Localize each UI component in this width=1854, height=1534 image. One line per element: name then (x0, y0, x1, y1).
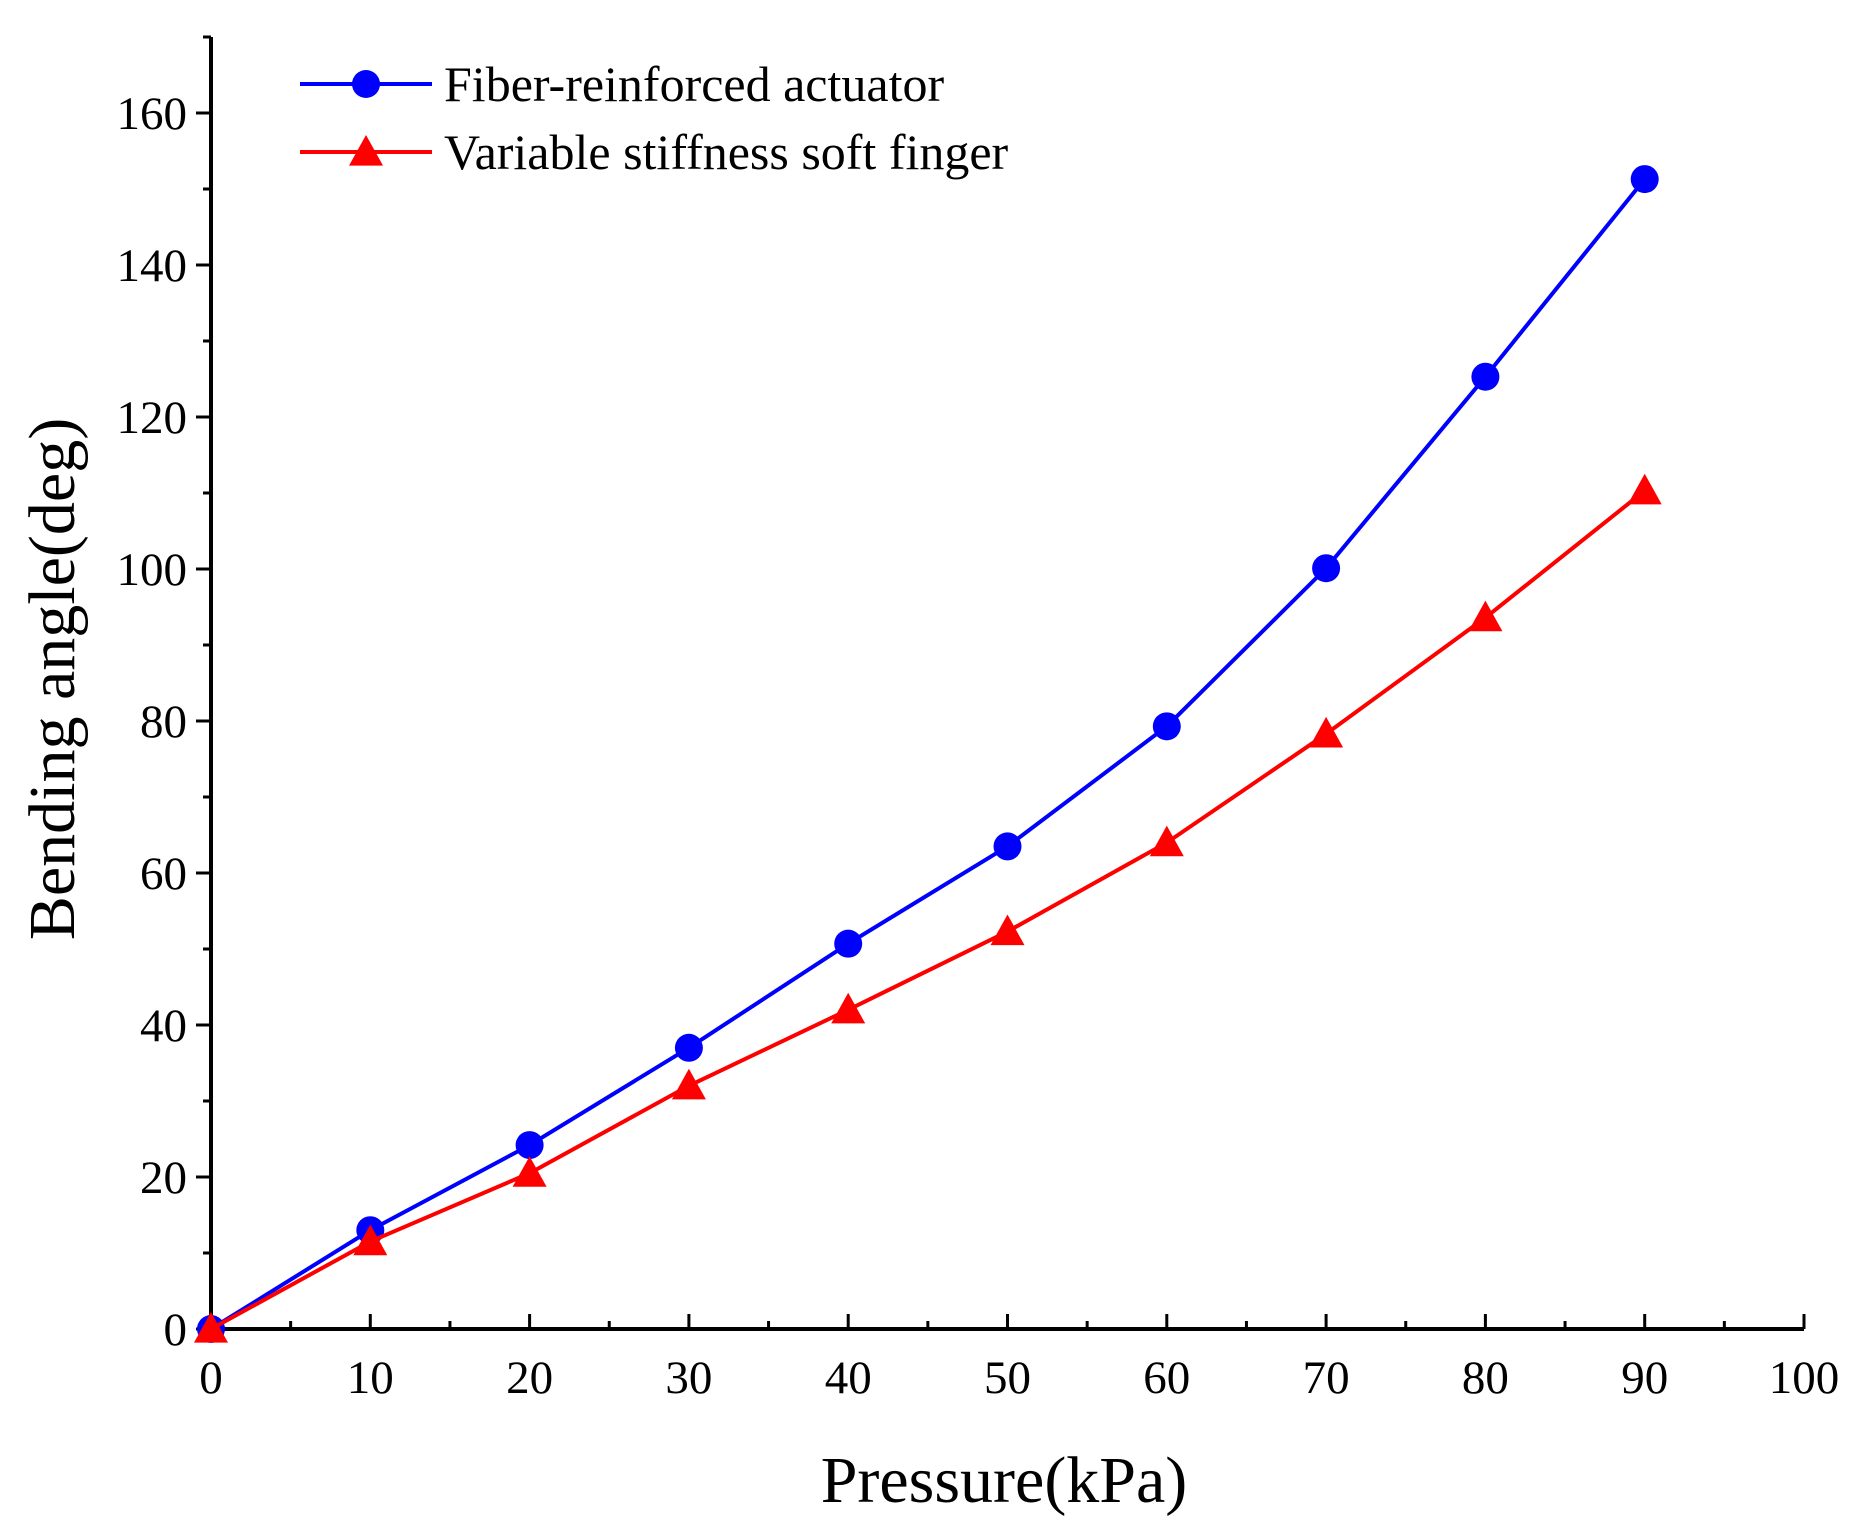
x-tick-label: 10 (347, 1352, 394, 1404)
data-point (990, 914, 1025, 946)
legend-marker (352, 70, 380, 98)
data-point (993, 832, 1022, 861)
legend-marker (349, 135, 383, 166)
x-tick-label: 80 (1462, 1352, 1509, 1404)
x-tick-label: 30 (665, 1352, 712, 1404)
series-layer (194, 165, 1662, 1343)
legend-entry: Fiber-reinforced actuator (300, 56, 944, 112)
x-tick-label: 70 (1303, 1352, 1350, 1404)
y-tick-label: 0 (164, 1304, 188, 1356)
legend: Fiber-reinforced actuator Variable stiffn… (300, 56, 1009, 180)
data-point (1627, 473, 1662, 505)
x-tick-label: 40 (825, 1352, 872, 1404)
legend-label: Fiber-reinforced actuator (444, 56, 944, 112)
data-point (1149, 825, 1184, 857)
x-axis-title: Pressure(kPa) (821, 1444, 1188, 1517)
data-point (515, 1131, 544, 1160)
y-tick-label: 120 (117, 392, 188, 444)
y-tick-label: 100 (117, 544, 188, 596)
data-point (834, 929, 863, 958)
x-tick-label: 20 (506, 1352, 553, 1404)
data-point (1630, 165, 1659, 194)
data-point (1468, 600, 1503, 632)
y-tick-label: 60 (140, 848, 187, 900)
data-point (512, 1156, 547, 1187)
y-tick-label: 80 (140, 696, 187, 748)
legend-entry: Variable stiffness soft finger (300, 124, 1009, 180)
data-point (1312, 554, 1341, 583)
y-tick-label: 40 (140, 1000, 187, 1052)
data-point (1152, 712, 1181, 741)
series-line (210, 489, 1646, 1331)
data-point (1309, 716, 1344, 748)
data-point (671, 1068, 706, 1100)
series-1 (197, 165, 1659, 1343)
legend-label: Variable stiffness soft finger (444, 124, 1009, 180)
y-axis-title: Bending angle(deg) (16, 418, 89, 940)
data-point (674, 1033, 703, 1062)
data-point (353, 1224, 388, 1256)
y-tick-label: 140 (117, 240, 188, 292)
data-point (831, 992, 866, 1024)
data-point (194, 1312, 228, 1343)
x-tick-label: 50 (984, 1352, 1031, 1404)
series-line (209, 177, 1647, 1331)
y-tick-label: 20 (140, 1152, 187, 1204)
axes: 0 10 20 30 40 50 60 70 80 90 100 0 20 40 60 80 100 120 140… (117, 35, 1840, 1404)
series-2 (194, 473, 1662, 1343)
x-tick-label: 100 (1769, 1352, 1840, 1404)
data-point (1471, 362, 1500, 391)
y-tick-label: 160 (117, 88, 188, 140)
x-tick-label: 90 (1621, 1352, 1668, 1404)
x-tick-label: 0 (199, 1352, 223, 1404)
x-tick-label: 60 (1143, 1352, 1190, 1404)
